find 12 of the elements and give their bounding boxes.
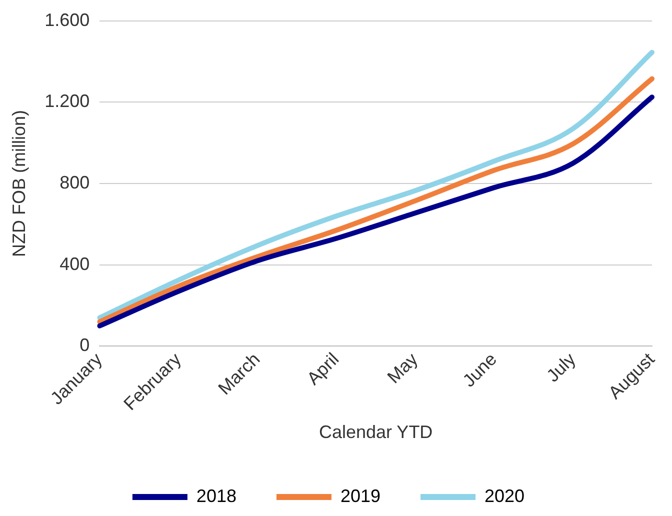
y-tick-label: 800 [60, 172, 90, 192]
y-tick-label: 0 [80, 335, 90, 356]
y-axis-title: NZD FOB (million) [8, 110, 29, 257]
y-tick-label: 1.200 [44, 91, 90, 112]
x-tick-label: July [542, 349, 580, 386]
y-tick-label: 400 [60, 254, 90, 274]
legend-label: 2019 [340, 486, 381, 506]
x-tick-label: May [383, 349, 422, 388]
x-axis-title: Calendar YTD [318, 422, 433, 442]
legend-label: 2020 [484, 486, 525, 506]
y-tick-label: 1.600 [44, 10, 90, 30]
legend-label: 2018 [196, 486, 236, 506]
